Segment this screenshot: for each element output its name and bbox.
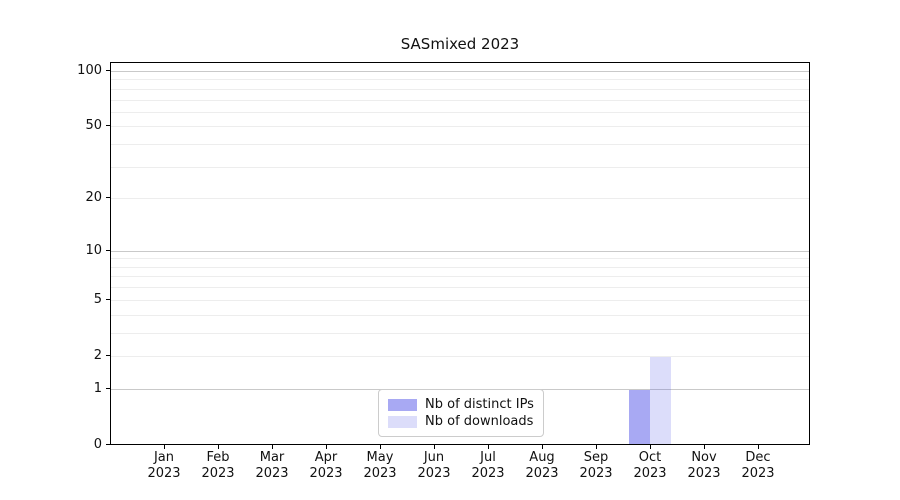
x-tick-label: Jun 2023 [417, 450, 451, 481]
legend-label-distinct-ips: Nb of distinct IPs [425, 397, 534, 412]
x-tick-mark [650, 445, 651, 449]
minor-gridline [111, 299, 809, 301]
x-tick-label: Jan 2023 [147, 450, 181, 481]
x-tick-label: Nov 2023 [687, 450, 721, 481]
y-tick-mark [106, 70, 110, 71]
x-tick-label: Dec 2023 [741, 450, 775, 481]
x-tick-label: Oct 2023 [633, 450, 667, 481]
legend: Nb of distinct IPs Nb of downloads [378, 389, 544, 437]
y-tick-label: 10 [85, 242, 102, 258]
x-tick-label: Feb 2023 [201, 450, 235, 481]
minor-gridline [111, 126, 809, 128]
minor-gridline [111, 258, 809, 260]
y-tick-label: 100 [77, 63, 102, 78]
minor-gridline [111, 266, 809, 268]
minor-gridline [111, 332, 809, 334]
bar-nb-of-distinct-ips [629, 389, 650, 444]
y-tick-mark [106, 354, 110, 356]
y-tick-label: 50 [85, 118, 102, 134]
x-tick-label: Sep 2023 [579, 450, 613, 481]
x-tick-label: May 2023 [363, 450, 397, 481]
minor-gridline [111, 198, 809, 200]
x-tick-mark [488, 445, 489, 449]
minor-gridline [111, 88, 809, 90]
x-tick-label: Aug 2023 [525, 450, 559, 481]
x-tick-mark [434, 445, 435, 449]
x-tick-mark [596, 445, 597, 449]
y-tick-label: 20 [85, 190, 102, 206]
y-tick-label: 5 [93, 291, 102, 307]
y-tick-mark [106, 387, 110, 389]
x-tick-label: Jul 2023 [471, 450, 505, 481]
x-tick-mark [758, 445, 759, 449]
x-tick-mark [272, 445, 273, 449]
x-tick-label: Mar 2023 [255, 450, 289, 481]
legend-item-downloads: Nb of downloads [388, 413, 534, 430]
y-tick-mark [106, 249, 110, 251]
legend-item-distinct-ips: Nb of distinct IPs [388, 396, 534, 413]
x-tick-mark [704, 445, 705, 449]
y-tick-mark [106, 444, 110, 445]
y-tick-mark [106, 125, 110, 127]
major-gridline [111, 250, 809, 252]
x-tick-mark [326, 445, 327, 449]
y-tick-mark [106, 298, 110, 300]
minor-gridline [111, 99, 809, 101]
legend-label-downloads: Nb of downloads [425, 414, 534, 429]
bar-nb-of-downloads [650, 356, 671, 444]
minor-gridline [111, 166, 809, 168]
minor-gridline [111, 276, 809, 278]
y-tick-label: 0 [93, 437, 102, 452]
y-tick-label: 1 [93, 380, 102, 396]
chart-title: SASmixed 2023 [400, 35, 520, 53]
y-tick-label: 2 [93, 347, 102, 363]
minor-gridline [111, 287, 809, 289]
y-tick-mark [106, 197, 110, 199]
x-tick-label: Apr 2023 [309, 450, 343, 481]
minor-gridline [111, 79, 809, 81]
minor-gridline [111, 144, 809, 146]
minor-gridline [111, 355, 809, 357]
legend-swatch-downloads [388, 415, 417, 428]
x-tick-mark [218, 445, 219, 449]
minor-gridline [111, 111, 809, 113]
plot-area [110, 62, 810, 445]
major-gridline [111, 71, 809, 72]
x-tick-mark [380, 445, 381, 449]
minor-gridline [111, 314, 809, 316]
x-tick-mark [542, 445, 543, 449]
x-tick-mark [164, 445, 165, 449]
legend-swatch-distinct-ips [388, 398, 417, 411]
